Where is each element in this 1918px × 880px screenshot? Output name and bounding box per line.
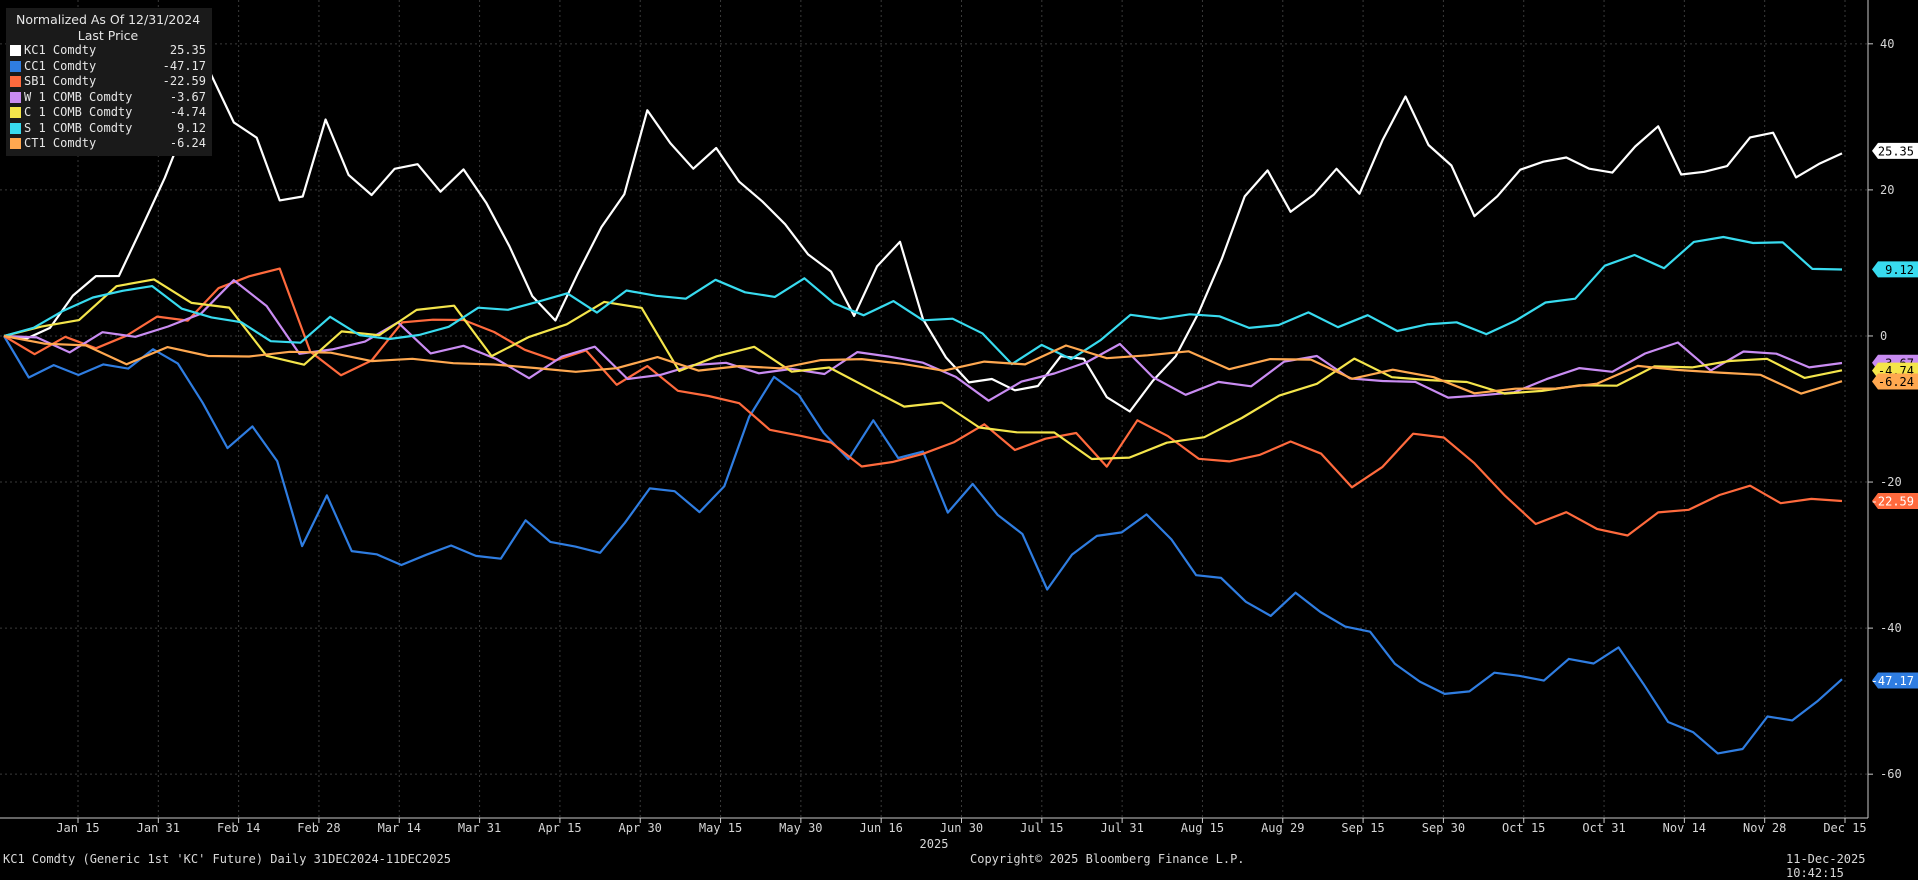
- svg-text:-6.24: -6.24: [1878, 375, 1914, 389]
- x-tick-label: Aug 29: [1261, 821, 1304, 835]
- y-tick-label: -40: [1880, 621, 1902, 635]
- x-tick-label: Sep 30: [1422, 821, 1465, 835]
- svg-text:25.35: 25.35: [1878, 144, 1914, 158]
- legend-swatch: [10, 138, 21, 150]
- x-tick-label: Mar 14: [378, 821, 421, 835]
- x-tick-label: Jun 30: [940, 821, 983, 835]
- series-line-w-1-comb-comdty: [3, 279, 1843, 402]
- series-line-c-1-comb-comdty: [3, 278, 1843, 461]
- legend-swatch: [10, 122, 21, 134]
- x-tick-label: Oct 31: [1582, 821, 1625, 835]
- series-line-ct1-comdty: [3, 334, 1843, 395]
- y-tick-label: -20: [1880, 475, 1902, 489]
- x-tick-label: Feb 14: [217, 821, 260, 835]
- x-tick-label: Jun 16: [860, 821, 903, 835]
- x-tick-label: Jul 31: [1100, 821, 1143, 835]
- value-tag-cc1-comdty: -47.17: [1871, 672, 1918, 689]
- svg-text:9.12: 9.12: [1885, 263, 1914, 277]
- footer-timestamp: 11-Dec-2025 10:42:15: [1786, 852, 1866, 880]
- legend-series-name: C 1 COMB Comdty: [24, 105, 133, 119]
- legend-series-name: W 1 COMB Comdty: [24, 89, 133, 104]
- series-line-cc1-comdty: [3, 335, 1843, 755]
- x-tick-label: May 15: [699, 821, 742, 835]
- legend-item: KC1 Comdty 25.35: [10, 43, 206, 59]
- legend-swatch: [10, 107, 21, 119]
- svg-text:-47.17: -47.17: [1871, 674, 1914, 688]
- legend-last-price: -22.59: [162, 74, 206, 88]
- legend-item: W 1 COMB Comdty -3.67: [10, 90, 206, 106]
- legend-last-price: -4.74: [169, 105, 206, 119]
- series-line-s-1-comb-comdty: [3, 235, 1843, 366]
- legend-last-price: -3.67: [169, 89, 206, 104]
- legend-swatch: [10, 91, 21, 103]
- legend-last-price: 25.35: [169, 43, 206, 57]
- y-tick-label: 20: [1880, 183, 1894, 197]
- legend-series-name: CC1 Comdty: [24, 58, 97, 73]
- legend-swatch: [10, 76, 21, 88]
- series-line-kc1-comdty: [3, 72, 1843, 413]
- legend-last-price: 9.12: [177, 120, 206, 135]
- x-tick-label: Jan 15: [56, 821, 99, 835]
- legend-series-name: S 1 COMB Comdty: [24, 120, 133, 135]
- value-tag-s-1-comb-comdty: 9.12: [1872, 261, 1918, 278]
- x-tick-label: Dec 15: [1823, 821, 1866, 835]
- x-year-label: 2025: [920, 837, 949, 851]
- x-tick-label: Jul 15: [1020, 821, 1063, 835]
- series-line-sb1-comdty: [3, 267, 1843, 537]
- y-tick-label: 0: [1880, 329, 1887, 343]
- y-tick-label: 40: [1880, 37, 1894, 51]
- x-tick-label: Oct 15: [1502, 821, 1545, 835]
- legend-last-price: -6.24: [169, 136, 206, 150]
- legend-item: SB1 Comdty -22.59: [10, 74, 206, 90]
- legend-series-name: SB1 Comdty: [24, 74, 97, 88]
- legend-series-name: CT1 Comdty: [24, 136, 97, 150]
- x-tick-label: Jan 31: [137, 821, 180, 835]
- legend-swatch: [10, 45, 21, 57]
- value-tag-sb1-comdty: -22.59: [1871, 492, 1918, 509]
- legend-header: Normalized As Of 12/31/2024: [16, 12, 201, 27]
- legend-item: S 1 COMB Comdty 9.12: [10, 121, 206, 137]
- x-tick-label: Mar 31: [458, 821, 501, 835]
- footer-copyright: Copyright© 2025 Bloomberg Finance L.P.: [970, 852, 1245, 866]
- legend-item: C 1 COMB Comdty -4.74: [10, 105, 206, 121]
- legend-item: CC1 Comdty -47.17: [10, 59, 206, 75]
- x-tick-label: Feb 28: [297, 821, 340, 835]
- legend-subheader: Last Price: [77, 27, 139, 43]
- legend-last-price: -47.17: [162, 58, 206, 73]
- footer-description: KC1 Comdty (Generic 1st 'KC' Future) Dai…: [3, 852, 451, 866]
- value-tag-kc1-comdty: 25.35: [1872, 142, 1918, 159]
- legend-series-name: KC1 Comdty: [24, 43, 97, 57]
- x-tick-label: May 30: [779, 821, 822, 835]
- y-tick-label: -60: [1880, 767, 1902, 781]
- svg-text:-22.59: -22.59: [1871, 494, 1914, 508]
- x-tick-label: Apr 30: [619, 821, 662, 835]
- legend-item: CT1 Comdty -6.24: [10, 136, 206, 152]
- x-tick-label: Nov 14: [1663, 821, 1706, 835]
- x-tick-label: Apr 15: [538, 821, 581, 835]
- chart-legend: Normalized As Of 12/31/2024 Last Price K…: [6, 8, 212, 156]
- x-tick-label: Sep 15: [1341, 821, 1384, 835]
- value-tag-ct1-comdty: -6.24: [1872, 373, 1918, 390]
- legend-swatch: [10, 60, 21, 72]
- x-tick-label: Nov 28: [1743, 821, 1786, 835]
- x-tick-label: Aug 15: [1181, 821, 1224, 835]
